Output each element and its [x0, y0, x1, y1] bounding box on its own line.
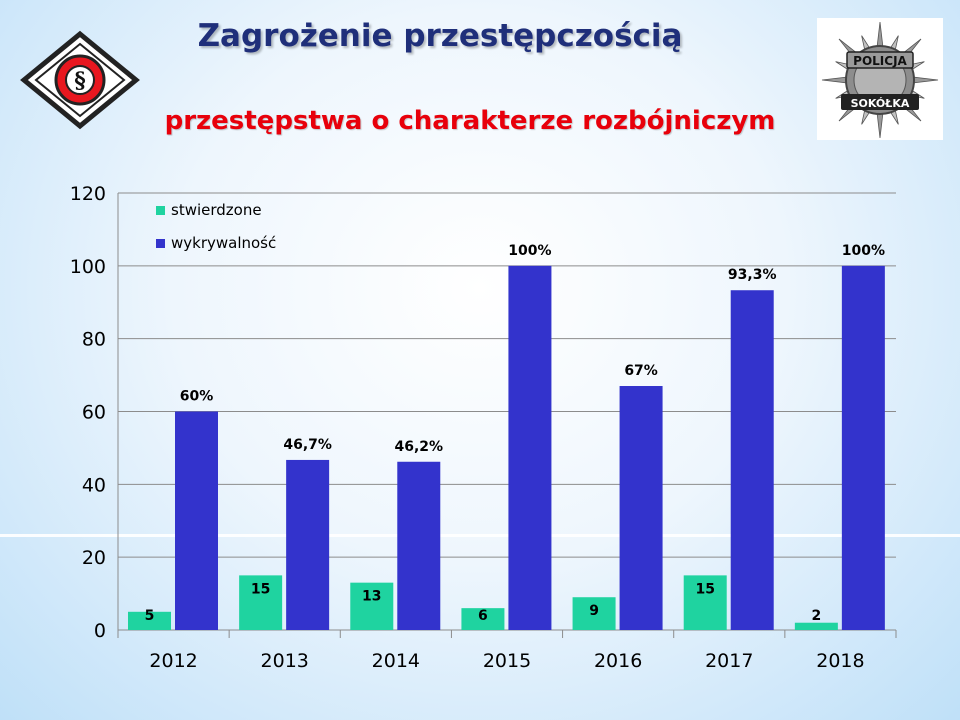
bar-stwierdzone [350, 582, 394, 630]
bar-wykrywalnosc [286, 459, 330, 630]
paragraph-symbol: § [74, 68, 86, 94]
badge-bottom-text: SOKÓŁKA [851, 97, 910, 110]
page-title: Zagrożenie przestępczością [197, 18, 683, 54]
y-tick-label: 60 [82, 402, 106, 424]
data-label: 46,2% [394, 439, 443, 455]
legend-swatch [156, 206, 165, 215]
background-light-line [0, 534, 960, 537]
x-tick-label: 2016 [594, 650, 642, 672]
x-tick-label: 2015 [483, 650, 531, 672]
x-tick-label: 2017 [705, 650, 753, 672]
bar-wykrywalnosc [841, 265, 885, 630]
y-tick-label: 40 [82, 474, 106, 496]
data-label: 60% [180, 389, 214, 405]
bar-wykrywalnosc [619, 386, 663, 630]
bar-wykrywalnosc [508, 265, 552, 630]
police-star-badge: POLICJA SOKÓŁKA [817, 18, 943, 140]
y-tick-label: 80 [82, 329, 106, 351]
badge-top-text: POLICJA [853, 54, 907, 68]
paragraph-diamond-logo: § [20, 30, 140, 130]
y-tick-label: 20 [82, 547, 106, 569]
x-tick-label: 2012 [149, 650, 197, 672]
data-label: 15 [695, 581, 714, 597]
x-tick-label: 2014 [372, 650, 420, 672]
bar-stwierdzone [794, 622, 838, 630]
x-tick-label: 2013 [261, 650, 309, 672]
bar-stwierdzone [683, 575, 727, 630]
y-tick-label: 0 [94, 620, 106, 642]
data-label: 2 [811, 608, 821, 624]
data-label: 13 [362, 589, 381, 605]
data-label: 93,3% [728, 267, 777, 283]
data-label: 67% [624, 363, 658, 379]
data-label: 46,7% [283, 437, 332, 453]
bar-wykrywalnosc [397, 461, 441, 630]
data-label: 5 [145, 608, 155, 624]
data-label: 9 [589, 603, 599, 619]
legend-entry: stwierdzone [171, 201, 262, 219]
data-label: 100% [508, 243, 551, 259]
y-tick-label: 120 [70, 183, 106, 205]
data-label: 100% [842, 243, 885, 259]
bar-stwierdzone [128, 611, 171, 630]
legend-entry: wykrywalność [171, 234, 276, 252]
data-label: 6 [478, 608, 488, 624]
bar-stwierdzone [239, 575, 283, 630]
y-tick-label: 100 [70, 256, 106, 278]
page-subtitle: przestępstwa o charakterze rozbójniczym [164, 106, 776, 136]
bar-stwierdzone [572, 597, 616, 630]
bar-wykrywalnosc [730, 290, 774, 630]
data-label: 15 [251, 581, 270, 597]
bar-stwierdzone [461, 608, 505, 630]
bar-wykrywalnosc [175, 411, 218, 630]
legend-swatch [156, 239, 165, 248]
x-tick-label: 2018 [816, 650, 864, 672]
